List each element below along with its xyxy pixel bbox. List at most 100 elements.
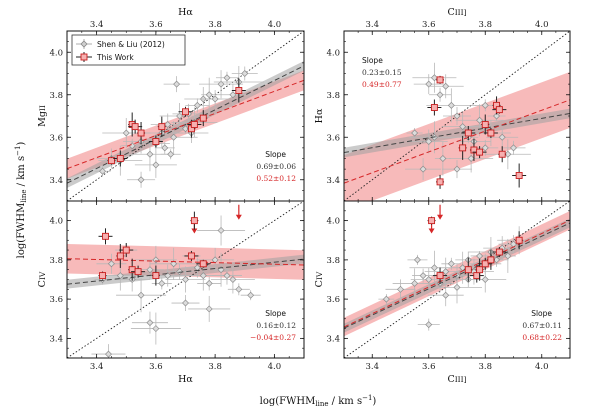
civ-vs-ciii-y-tick-label: 3.6 xyxy=(326,295,340,305)
mgii-vs-halpha-literature-point xyxy=(94,166,111,177)
civ-vs-halpha-literature-point xyxy=(211,266,242,285)
civ-vs-halpha-slope-this-work: −0.04±0.27 xyxy=(250,333,296,342)
halpha-vs-ciii-this-work-point xyxy=(436,75,445,84)
legend-box xyxy=(71,34,186,66)
civ-vs-ciii-this-work-fit-line xyxy=(344,219,570,328)
halpha-vs-ciii-literature-point xyxy=(487,111,506,121)
halpha-vs-ciii-y-tick-label: 3.6 xyxy=(326,133,340,143)
civ-vs-ciii-this-work-point xyxy=(433,267,448,284)
civ-vs-halpha-literature-point xyxy=(210,265,255,294)
legend-marker-literature xyxy=(76,39,92,49)
civ-vs-halpha-literature-point xyxy=(227,283,250,296)
mgii-vs-halpha-this-work-fit-line xyxy=(67,79,304,170)
civ-vs-ciii-this-work-point xyxy=(475,258,484,281)
civ-vs-ciii-this-work-point xyxy=(492,247,507,258)
civ-vs-halpha-literature-point xyxy=(165,266,206,293)
civ-vs-ciii-plot-area xyxy=(344,201,570,358)
civ-vs-ciii-literature-point xyxy=(432,271,482,304)
mgii-vs-halpha-this-work-point xyxy=(187,120,202,129)
civ-vs-ciii-this-work-point xyxy=(486,249,495,270)
halpha-vs-ciii-this-work-point xyxy=(498,146,507,163)
civ-vs-ciii-literature-point xyxy=(464,266,507,293)
mgii-vs-halpha-literature-point xyxy=(149,121,198,154)
halpha-vs-ciii-literature-point xyxy=(443,107,471,125)
halpha-vs-ciii-this-work-point xyxy=(458,135,467,160)
civ-vs-ciii-y-tick-label: 3.4 xyxy=(326,334,340,344)
civ-vs-halpha-literature-point xyxy=(197,276,222,291)
civ-vs-halpha-literature-point xyxy=(131,311,168,334)
civ-vs-ciii-y-tick-label: 3.8 xyxy=(326,256,340,266)
mgii-vs-halpha-this-work-point xyxy=(231,78,246,103)
mgii-vs-halpha-literature-point xyxy=(185,98,210,113)
legend: Shen & Liu (2012) This Work xyxy=(71,34,186,66)
civ-vs-ciii-literature-point xyxy=(385,279,416,300)
halpha-vs-ciii-literature-point xyxy=(486,127,519,148)
mgii-vs-halpha-y-tick-label: 3.8 xyxy=(49,91,63,101)
civ-vs-halpha-slope-heading: Slope xyxy=(265,309,286,318)
mgii-vs-halpha-y-tick-label: 3.4 xyxy=(49,176,63,186)
civ-vs-halpha-this-work-point xyxy=(151,265,160,286)
halpha-vs-ciii-literature-fit-line xyxy=(344,112,570,154)
civ-vs-halpha-literature-point xyxy=(240,290,261,301)
mgii-vs-halpha-literature-point xyxy=(199,70,244,99)
civ-vs-halpha-literature-point xyxy=(91,344,126,358)
civ-vs-ciii-this-work-point xyxy=(478,257,493,270)
halpha-vs-ciii-literature-point xyxy=(442,160,472,179)
halpha-vs-ciii-y-axis-label: Hα xyxy=(314,108,325,123)
mgii-vs-halpha-literature-point xyxy=(214,83,251,106)
civ-vs-halpha-x-tick-label: 3.4 xyxy=(90,362,104,372)
halpha-vs-ciii-slope-this-work: 0.49±0.77 xyxy=(362,80,402,89)
civ-vs-ciii-slope-literature: 0.67±0.11 xyxy=(522,321,562,330)
mgii-vs-halpha-this-work-point xyxy=(128,119,143,134)
civ-vs-ciii-this-work-point xyxy=(427,216,436,225)
halpha-vs-ciii-x-axis-label: CIII] xyxy=(447,7,466,18)
halpha-vs-ciii-this-work-point xyxy=(436,174,445,189)
mgii-vs-halpha-this-work-point xyxy=(107,156,116,165)
mgii-vs-halpha-literature-point xyxy=(154,141,175,154)
halpha-vs-ciii-this-work-point xyxy=(483,128,498,138)
mgii-vs-halpha-literature-fit-line xyxy=(67,65,304,184)
mgii-vs-halpha-y-axis-label: MgII xyxy=(37,105,48,127)
civ-vs-halpha-literature-point xyxy=(197,215,246,246)
mgii-vs-halpha-literature-point xyxy=(160,149,181,160)
civ-vs-ciii-slope-heading: Slope xyxy=(531,309,552,318)
mgii-vs-halpha-literature-point xyxy=(134,151,177,178)
panel-civ-vs-halpha: 3.4 3.6 3.8 4.0 3.4 3.6 3.8 4.0 Hα CIV Slope 0.16±0… xyxy=(37,200,305,385)
mgii-vs-halpha-this-work-point xyxy=(157,116,166,137)
mgii-vs-halpha-literature-point xyxy=(127,171,156,188)
mgii-vs-halpha-slope-literature: 0.69±0.06 xyxy=(256,162,296,171)
halpha-vs-ciii-literature-point xyxy=(409,129,448,154)
mgii-vs-halpha-literature-point xyxy=(150,113,185,136)
civ-vs-ciii-y-tick-label: 4.0 xyxy=(326,217,340,227)
civ-vs-halpha-literature-point xyxy=(151,277,172,290)
civ-vs-ciii-literature-fit-line xyxy=(344,222,570,329)
civ-vs-halpha-this-work-point xyxy=(196,259,211,268)
civ-vs-halpha-y-tick-label: 3.4 xyxy=(49,334,63,344)
mgii-vs-halpha-x-tick-label: 3.4 xyxy=(90,20,104,30)
halpha-vs-ciii-y-tick-label: 4.0 xyxy=(326,48,340,58)
mgii-vs-halpha-x-tick-label: 3.8 xyxy=(208,20,222,30)
mgii-vs-halpha-literature-point xyxy=(163,76,190,93)
halpha-vs-ciii-x-tick-label: 3.8 xyxy=(478,20,492,30)
halpha-vs-ciii-x-tick-label: 3.4 xyxy=(365,20,379,30)
halpha-vs-ciii-literature-point xyxy=(412,62,457,93)
civ-vs-halpha-this-work-point xyxy=(98,228,113,245)
civ-vs-ciii-x-tick-label: 4.0 xyxy=(535,362,549,372)
civ-vs-halpha-this-work-point xyxy=(131,265,146,278)
halpha-vs-ciii-literature-point xyxy=(406,128,423,138)
halpha-vs-ciii-this-work-point xyxy=(472,146,487,159)
halpha-vs-ciii-literature-point xyxy=(427,74,464,99)
civ-vs-halpha-this-work-point xyxy=(119,243,134,258)
mgii-vs-halpha-slope-heading: Slope xyxy=(265,150,286,159)
halpha-vs-ciii-literature-point xyxy=(501,140,526,155)
mgii-vs-halpha-plot-area xyxy=(67,31,304,201)
civ-vs-halpha-y-tick-label: 3.6 xyxy=(49,295,63,305)
civ-vs-ciii-x-tick-label: 3.6 xyxy=(422,362,436,372)
halpha-vs-ciii-this-work-point xyxy=(481,114,490,135)
halpha-vs-ciii-this-work-point xyxy=(461,126,476,140)
civ-vs-ciii-literature-point xyxy=(427,284,464,307)
civ-vs-halpha-y-axis-label: CIV xyxy=(37,271,48,287)
mgii-vs-halpha-this-work-point xyxy=(178,106,193,117)
halpha-vs-ciii-literature-point xyxy=(455,104,504,137)
